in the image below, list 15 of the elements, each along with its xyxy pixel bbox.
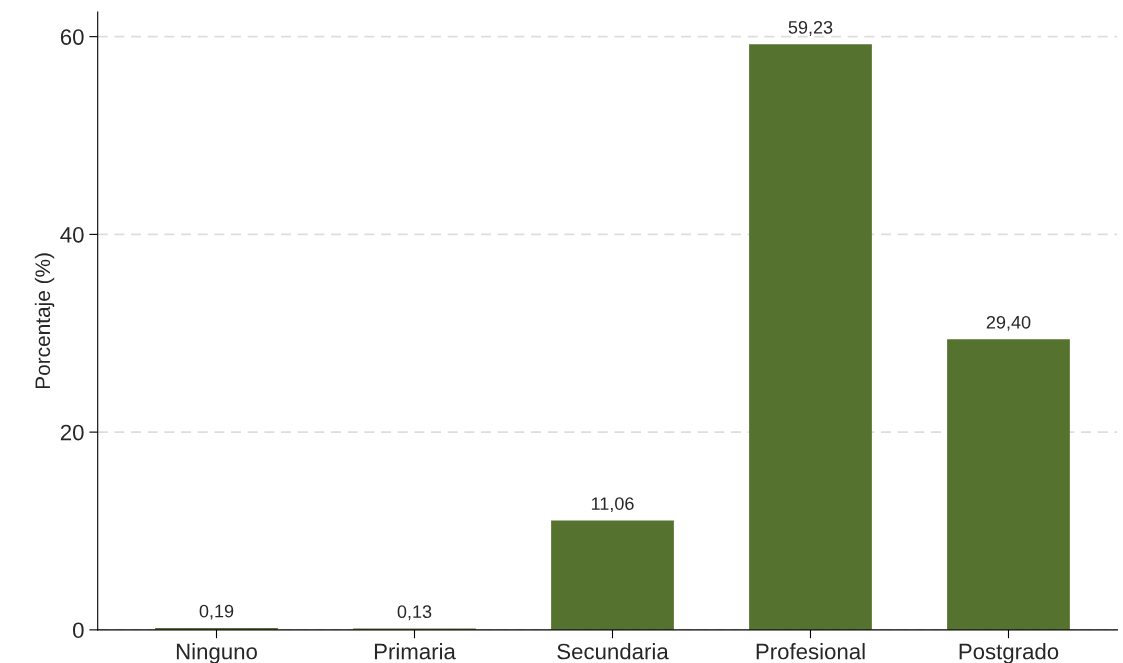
y-tick-label: 60 (60, 29, 84, 45)
x-tick-label: Primaria (374, 643, 456, 660)
data-label: 11,06 (591, 497, 634, 513)
y-tick-label: 40 (60, 226, 84, 243)
y-tick-label: 20 (60, 424, 84, 441)
x-tick-label: Postgrado (959, 643, 1059, 663)
x-tick-label: Ninguno (176, 643, 257, 663)
data-label: 29,40 (986, 315, 1031, 331)
x-tick-label: Secundaria (557, 643, 669, 660)
data-label: 59,23 (788, 20, 833, 36)
y-axis-title: Porcentaje (%) (34, 253, 55, 389)
y-tick-label: 0 (73, 622, 84, 639)
x-tick-label: Profesional (756, 643, 865, 660)
data-label: 0,19 (199, 604, 234, 620)
data-label: 0,13 (397, 605, 432, 621)
